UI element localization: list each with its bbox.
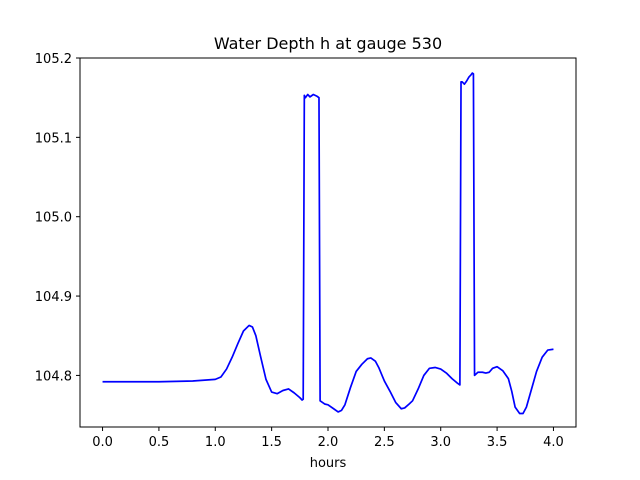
y-tick-label: 105.1 <box>35 131 72 146</box>
y-axis: 104.8 104.9 105.0 105.1 105.2 <box>35 52 80 384</box>
x-axis-label: hours <box>310 456 347 471</box>
series-line <box>102 72 554 415</box>
plot-area <box>102 72 554 415</box>
x-tick-label: 2.0 <box>318 435 339 450</box>
x-tick-label: 1.5 <box>261 435 282 450</box>
chart-title: Water Depth h at gauge 530 <box>214 34 442 53</box>
x-tick-label: 3.0 <box>430 435 451 450</box>
x-tick-label: 1.0 <box>205 435 226 450</box>
x-tick-label: 0.0 <box>92 435 113 450</box>
x-tick-label: 4.0 <box>543 435 564 450</box>
y-tick-label: 104.9 <box>35 290 72 305</box>
x-tick-label: 0.5 <box>149 435 170 450</box>
axes-frame <box>79 57 577 428</box>
x-tick-label: 3.5 <box>487 435 508 450</box>
y-tick-label: 104.8 <box>35 369 72 384</box>
y-tick-label: 105.2 <box>35 52 72 67</box>
y-tick-label: 105.0 <box>35 211 72 226</box>
x-axis: 0.0 0.5 1.0 1.5 2.0 2.5 3.0 3.5 4.0 <box>92 427 564 450</box>
x-tick-label: 2.5 <box>374 435 395 450</box>
